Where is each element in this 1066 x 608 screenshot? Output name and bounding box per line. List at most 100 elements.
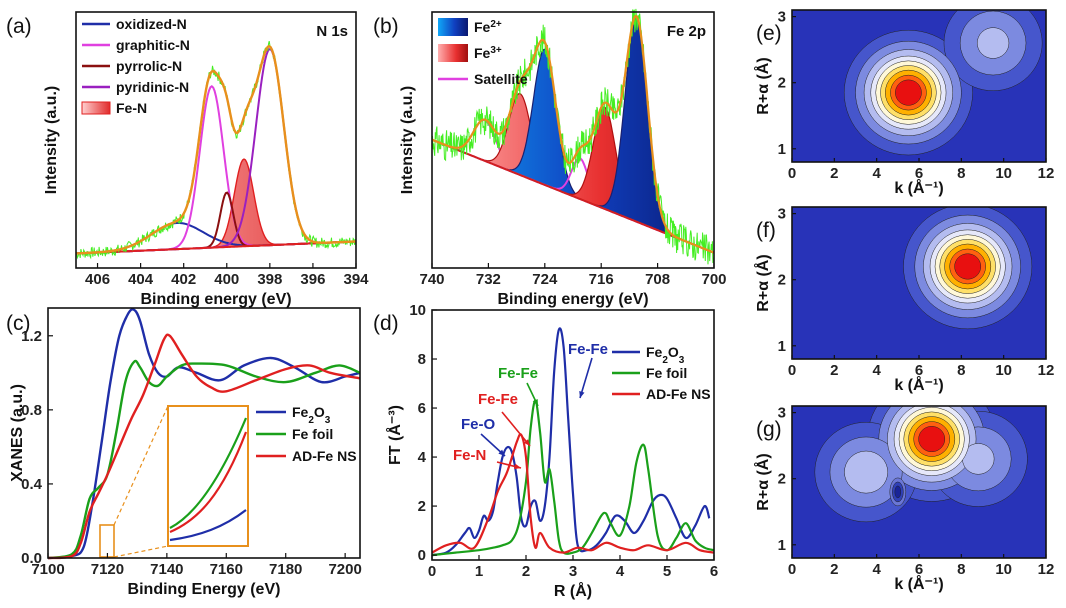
inset-fe2o3 <box>169 509 247 542</box>
legend-entry: oxidized-N <box>116 16 187 32</box>
x-axis-label: Binding Energy (eV) <box>128 581 281 598</box>
x-tick-label: 4 <box>872 561 881 578</box>
x-tick-label: 10 <box>995 165 1012 182</box>
legend-entry: graphitic-N <box>116 37 190 53</box>
y-tick-label: 3 <box>778 405 786 422</box>
contour-level <box>918 426 946 453</box>
x-tick-label: 5 <box>663 563 671 580</box>
text-part: O <box>668 344 679 360</box>
text-part: 3 <box>325 415 331 426</box>
x-tick-label: 4 <box>872 165 881 182</box>
contour-level <box>895 79 922 106</box>
y-tick-label: 0.0 <box>21 550 42 567</box>
y-axis-label: R+α (Å) <box>753 57 772 114</box>
x-tick-label: 7180 <box>269 561 302 578</box>
text-part: Satellite <box>474 71 528 87</box>
legend-entry: Fe foil <box>646 365 687 381</box>
corner-label: N 1s <box>316 23 348 40</box>
peak-pyrrolic-N <box>75 191 356 255</box>
x-tick-label: 0 <box>428 563 436 580</box>
x-tick-label: 6 <box>710 563 718 580</box>
legend-entry: Fe3+ <box>474 45 502 62</box>
y-tick-label: 1 <box>778 141 786 158</box>
x-tick-label: 6 <box>915 561 923 578</box>
text-part: Fe foil <box>292 426 333 442</box>
x-tick-label: 0 <box>788 362 796 379</box>
x-tick-label: 1 <box>475 563 483 580</box>
envelope-fit <box>431 14 715 254</box>
y-tick-label: 6 <box>418 400 426 417</box>
series-line <box>47 333 361 560</box>
zoom-box <box>99 524 115 558</box>
y-axis-label: FT (Å⁻³) <box>385 405 404 465</box>
annotation-label: Fe-O <box>461 416 496 433</box>
x-tick-label: 0 <box>788 165 796 182</box>
x-tick-label: 400 <box>214 271 239 288</box>
y-tick-label: 0.8 <box>21 402 42 419</box>
x-tick-label: 700 <box>701 271 726 288</box>
x-tick-label: 724 <box>532 271 558 288</box>
zoom-connector <box>113 545 169 558</box>
baseline <box>431 138 715 254</box>
annotation-label: Fe-Fe <box>568 341 608 358</box>
legend-entry: Fe-N <box>116 100 147 116</box>
legend-entry: Satellite <box>474 71 528 87</box>
annotation-label: Fe-Fe <box>498 365 538 382</box>
panel-label: (g) <box>756 418 782 441</box>
x-tick-label: 394 <box>343 271 369 288</box>
x-tick-label: 404 <box>128 271 154 288</box>
x-tick-label: 10 <box>995 561 1012 578</box>
contour-area <box>792 10 1046 162</box>
annotation-arrow <box>501 411 531 447</box>
x-axis-label: k (Å⁻¹) <box>894 574 943 593</box>
text-part: 2+ <box>490 19 502 30</box>
text-part: AD-Fe NS <box>646 386 711 402</box>
contour-level <box>954 253 982 280</box>
panel-a-xps-n1s: (a) 406 404 402 400 398 396 394 oxidized-N graphi… <box>6 11 369 308</box>
x-tick-label: 7200 <box>328 561 361 578</box>
panel-label: (f) <box>756 219 776 242</box>
x-tick-label: 396 <box>300 271 325 288</box>
x-tick-label: 2 <box>830 165 838 182</box>
inset-frame <box>167 405 249 547</box>
x-tick-label: 716 <box>589 271 614 288</box>
legend-entry: pyrrolic-N <box>116 58 182 74</box>
x-tick-label: 4 <box>872 362 881 379</box>
x-axis-label: R (Å) <box>554 581 592 600</box>
envelope-fit <box>76 44 356 255</box>
y-tick-label: 8 <box>418 351 426 368</box>
inset-ad-fe <box>169 431 248 534</box>
series-line <box>431 433 715 554</box>
x-tick-label: 406 <box>85 271 110 288</box>
y-axis-label: Intensity (a.u.) <box>399 86 416 194</box>
x-axis-label: Binding energy (eV) <box>497 291 648 308</box>
x-tick-label: 6 <box>915 165 923 182</box>
panel-d-ft-exafs: (d)0 1 2 3 4 5 60246810Fe-FeFe-FeFe-FeFe-OFe-N… <box>373 302 718 600</box>
legend-entry: AD-Fe NS <box>292 448 357 464</box>
x-tick-label: 4 <box>616 563 625 580</box>
y-tick-label: 2 <box>418 498 426 515</box>
panel-label: (a) <box>6 15 32 38</box>
baseline <box>75 240 356 255</box>
zoom-connector <box>113 405 169 526</box>
annotation-label: Fe-Fe <box>478 391 518 408</box>
contour-area <box>792 207 1046 359</box>
contour-low <box>894 485 902 499</box>
y-axis-label: Intensity (a.u.) <box>43 86 60 194</box>
y-tick-label: 2 <box>778 75 786 92</box>
contour-level <box>976 27 1010 59</box>
text-part: Fe <box>646 344 663 360</box>
legend-entry: AD-Fe NS <box>646 386 711 402</box>
arrow-head <box>579 391 585 398</box>
x-tick-label: 7120 <box>91 561 124 578</box>
x-tick-label: 398 <box>257 271 282 288</box>
legend-entry: Fe foil <box>292 426 333 442</box>
arrow-head <box>532 399 538 406</box>
arrow-head <box>523 439 530 446</box>
contour-area <box>792 406 1046 558</box>
x-axis-label: k (Å⁻¹) <box>894 178 943 197</box>
panel-label: (c) <box>6 312 31 335</box>
panel-c-xanes: (c) 7100 7120 7140 7160 7180 7200 0.0 0.4 0.8 1.2 F… <box>6 307 362 598</box>
